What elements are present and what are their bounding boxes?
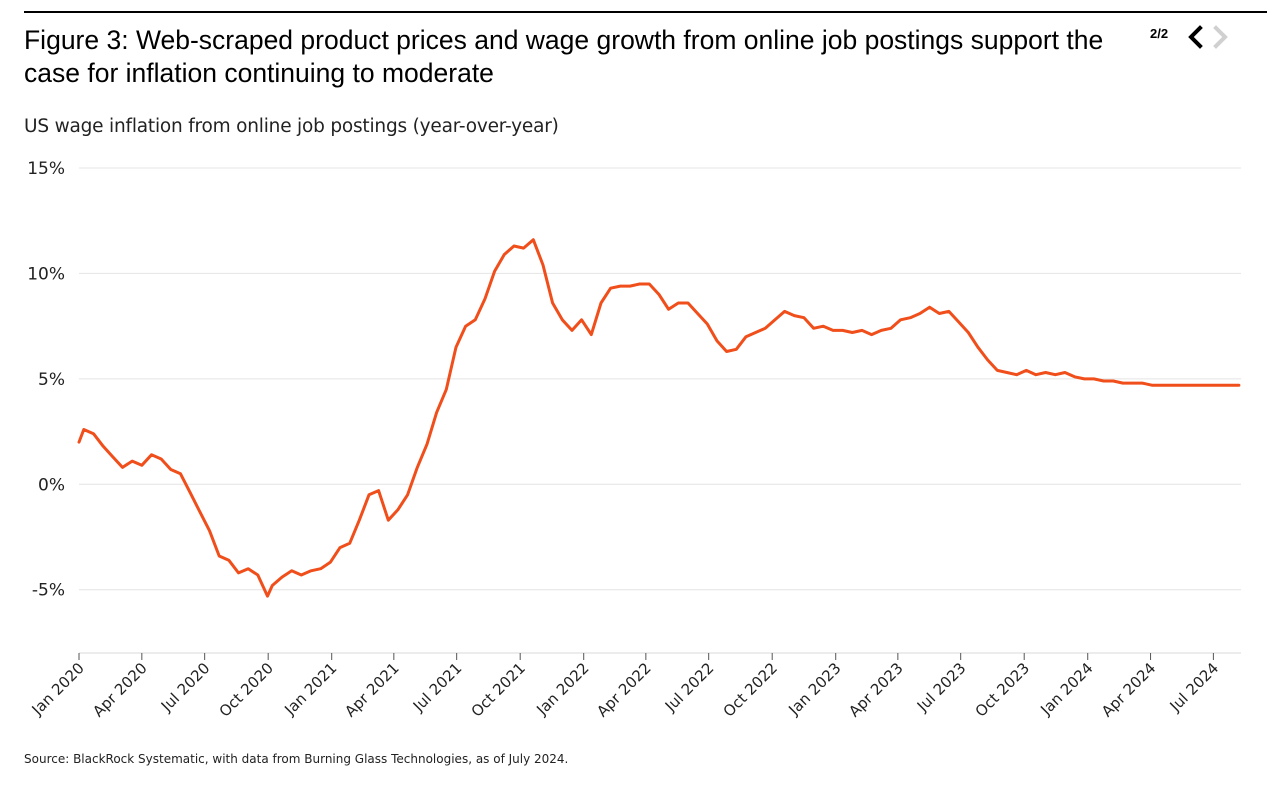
y-tick-label: 10%	[27, 264, 65, 284]
source-note: Source: BlackRock Systematic, with data …	[24, 752, 569, 766]
chart-subtitle: US wage inflation from online job postin…	[24, 116, 559, 137]
chevron-left-icon[interactable]	[1182, 22, 1208, 52]
x-tick-label: Jan 2021	[280, 659, 340, 719]
x-tick-label: Oct 2020	[216, 659, 277, 720]
y-tick-label: 5%	[38, 370, 65, 390]
x-tick-label: Jul 2024	[1166, 659, 1223, 716]
x-tick-label: Jan 2024	[1036, 659, 1096, 719]
x-tick-label: Jul 2020	[157, 659, 214, 716]
pager: 2/2	[1150, 22, 1234, 52]
x-tick-label: Jul 2023	[913, 659, 970, 716]
top-rule	[24, 11, 1267, 13]
x-tick-label: Jan 2020	[28, 659, 88, 719]
x-tick-label: Apr 2023	[845, 659, 906, 720]
x-tick-label: Apr 2021	[341, 659, 402, 720]
x-tick-label: Apr 2022	[593, 659, 654, 720]
x-tick-label: Jul 2022	[661, 659, 718, 716]
chevron-right-icon[interactable]	[1208, 22, 1234, 52]
x-tick-label: Jan 2022	[532, 659, 592, 719]
x-tick-label: Jul 2021	[409, 659, 466, 716]
x-tick-label: Oct 2023	[972, 659, 1033, 720]
y-tick-label: 15%	[27, 159, 65, 179]
y-tick-label: -5%	[32, 581, 65, 601]
x-tick-label: Oct 2022	[720, 659, 781, 720]
figure-title: Figure 3: Web-scraped product prices and…	[24, 25, 1104, 88]
x-tick-label: Apr 2024	[1098, 659, 1159, 720]
y-tick-label: 0%	[38, 475, 65, 495]
series-line	[77, 238, 1241, 598]
x-tick-label: Apr 2020	[89, 659, 150, 720]
x-tick-label: Jan 2023	[784, 659, 844, 719]
x-tick-label: Oct 2021	[468, 659, 529, 720]
pager-count: 2/2	[1150, 25, 1169, 41]
